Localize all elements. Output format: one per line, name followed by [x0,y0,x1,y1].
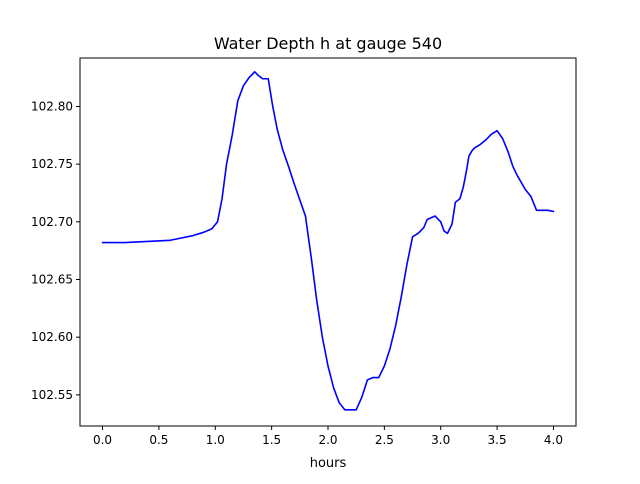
x-tick-label: 4.0 [544,433,563,447]
series-line-1 [101,71,555,411]
x-tick-label: 0.5 [149,433,168,447]
x-tick-label: 3.5 [488,433,507,447]
plot-area [101,71,555,411]
x-axis-label: hours [310,456,347,471]
chart-title: Water Depth h at gauge 540 [214,34,442,53]
y-tick-label: 102.55 [31,388,73,402]
x-tick-label: 2.5 [375,433,394,447]
y-tick-label: 102.70 [31,215,73,229]
x-tick-label: 1.5 [262,433,281,447]
y-tick-label: 102.65 [31,272,73,286]
y-tick-label: 102.75 [31,157,73,171]
x-tick-label: 1.0 [206,433,225,447]
y-tick-label: 102.80 [31,99,73,113]
x-tick-label: 0.0 [93,433,112,447]
axes: 0.0 0.5 1.0 1.5 2.0 2.5 3.0 3.5 4.0 102.55 102.60 1… [31,57,577,447]
y-tick-label: 102.60 [31,330,73,344]
x-tick-label: 2.0 [318,433,337,447]
x-tick-label: 3.0 [431,433,450,447]
